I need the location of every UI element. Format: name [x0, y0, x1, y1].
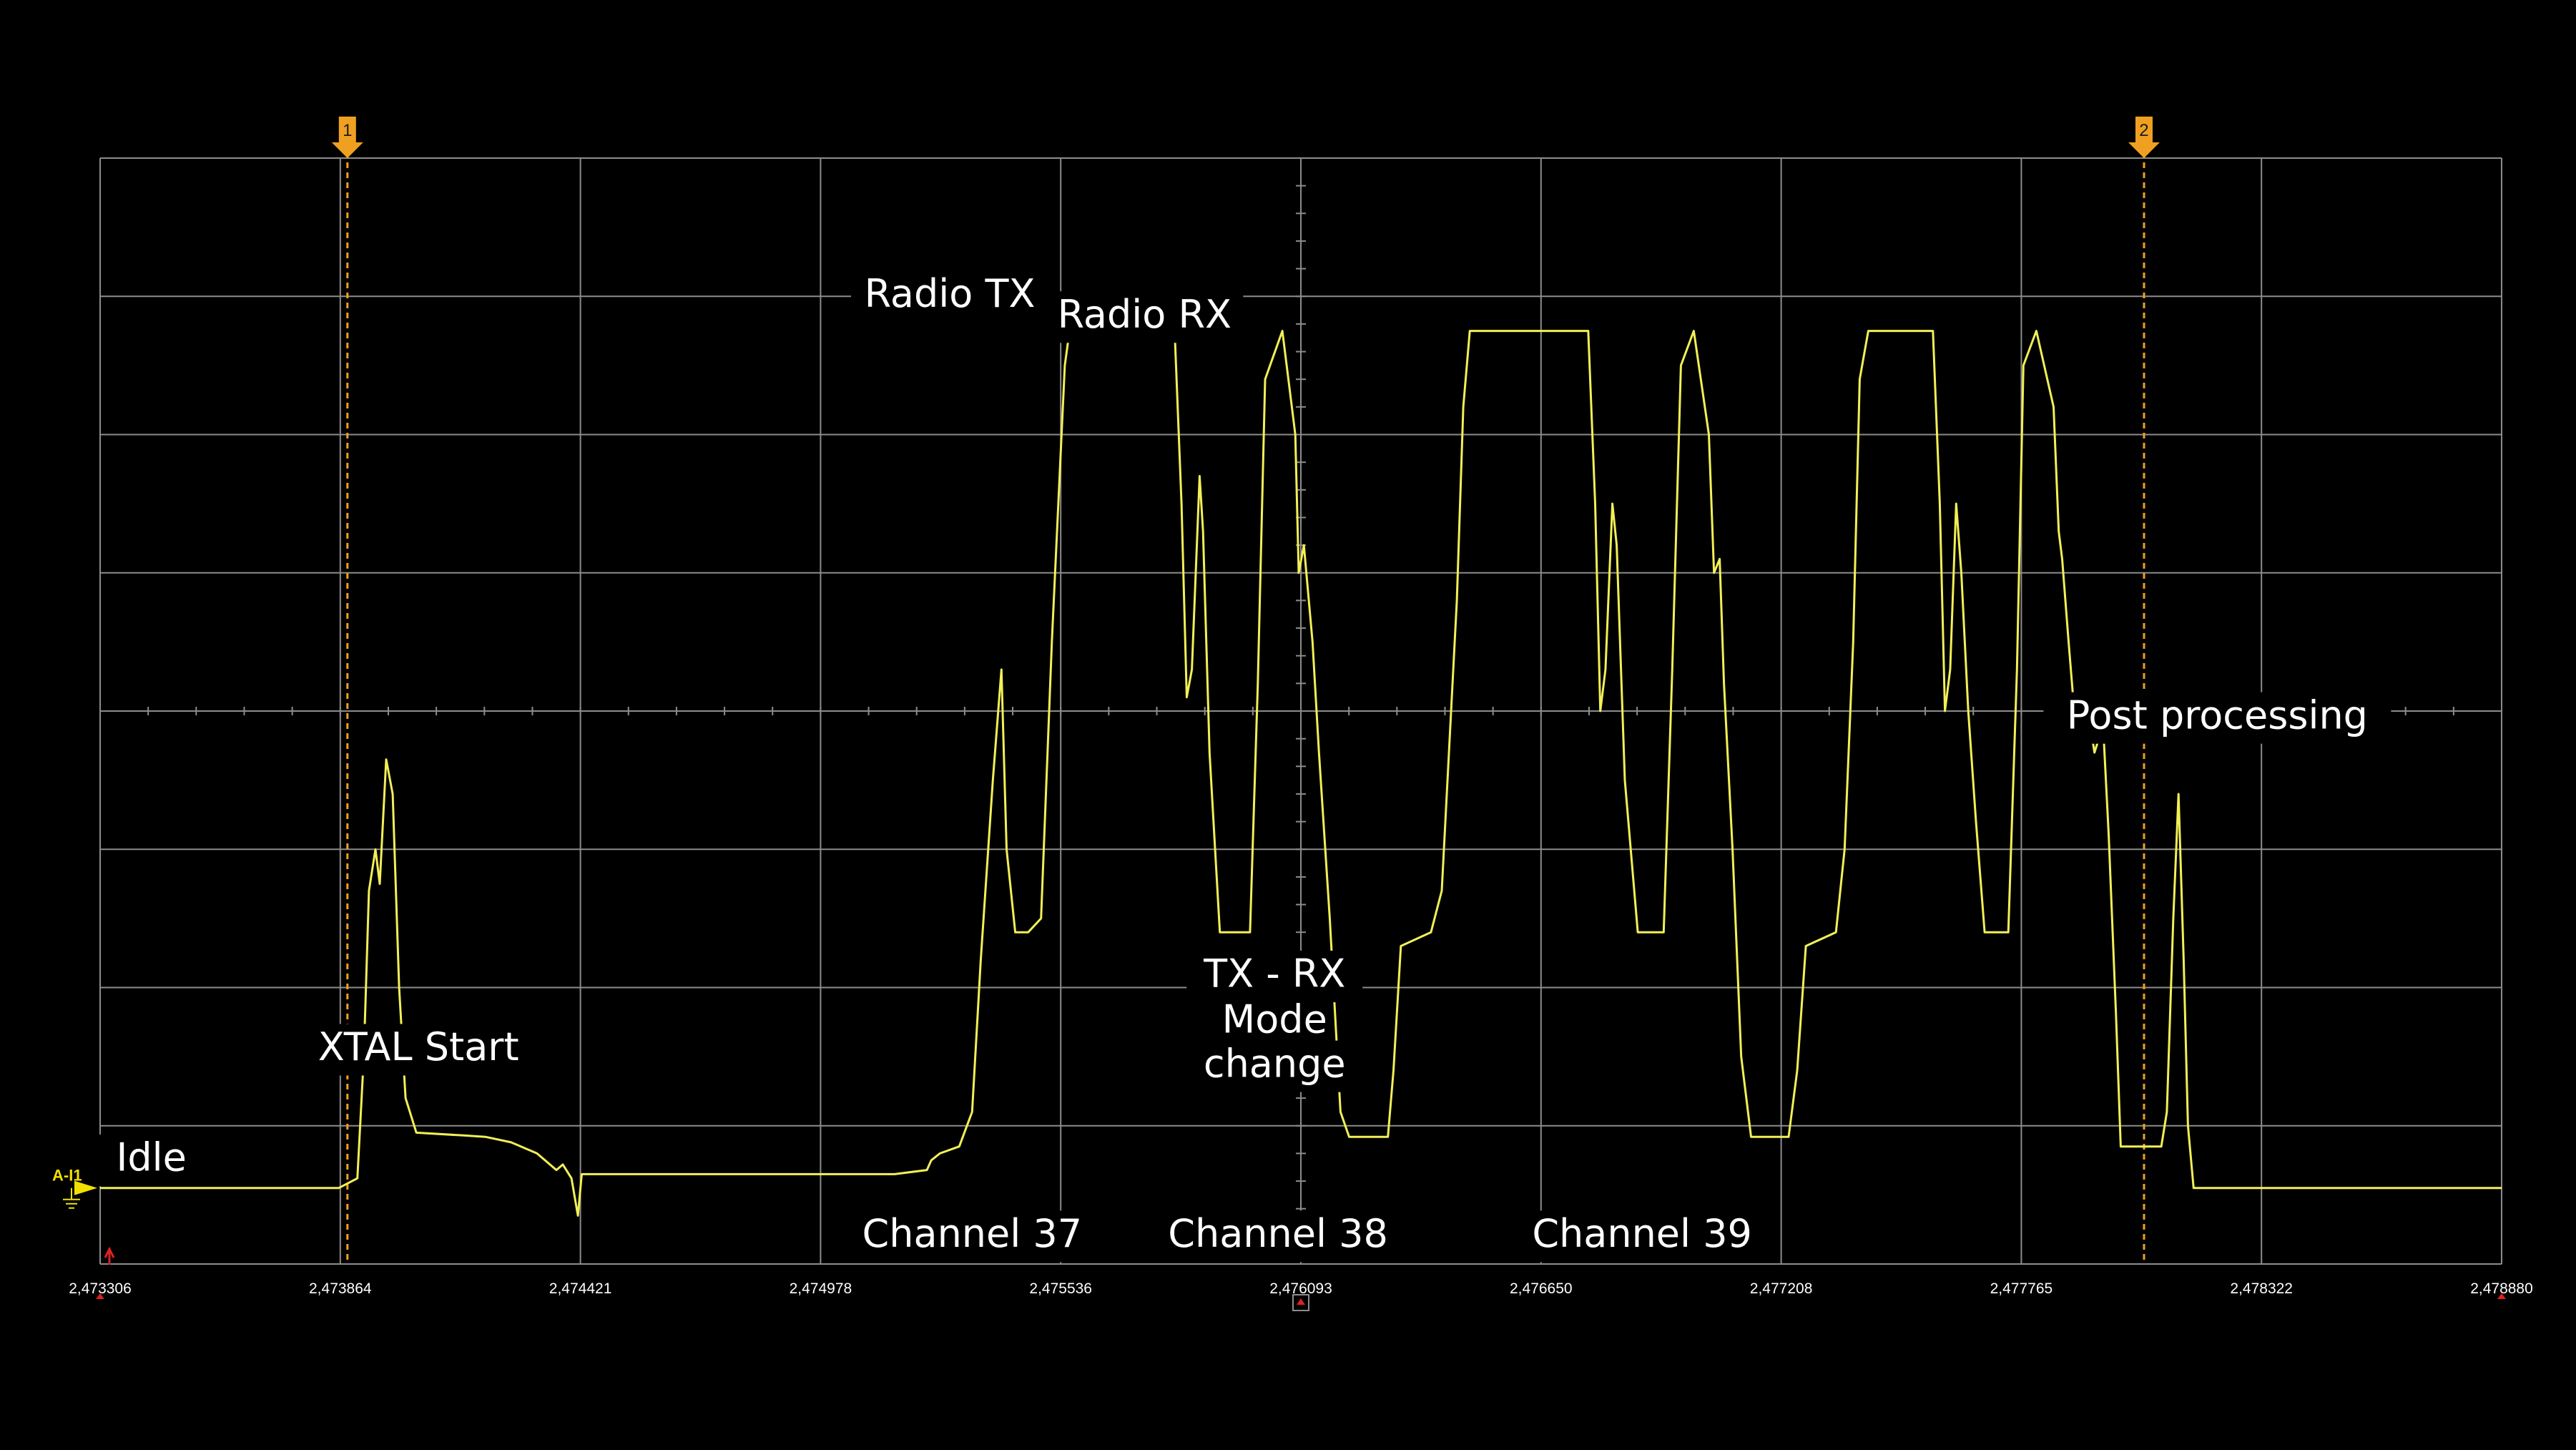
annotation-backdrop — [95, 1135, 207, 1187]
annotation-label: Radio RX — [1058, 292, 1232, 337]
x-tick-label: 2,475536 — [1029, 1280, 1092, 1297]
x-tick-label: 2,477765 — [1990, 1280, 2053, 1297]
annotation-backdrop — [1158, 1210, 1399, 1263]
annotations: Idle XTAL Start Radio TX Radio RX TX - RXMod… — [95, 270, 2391, 1263]
cursor-flag — [2135, 117, 2153, 142]
right-edge-marker-icon — [2497, 1293, 2506, 1299]
annotation-backdrop — [298, 1024, 539, 1076]
x-tick-label: 2,473306 — [69, 1280, 132, 1297]
x-tick-label: 2,474421 — [549, 1280, 612, 1297]
annotation-label: Post processing — [2067, 692, 2368, 738]
annotation-backdrop — [852, 1210, 1093, 1263]
annotation-label: XTAL Start — [318, 1024, 519, 1069]
cursor-label: 1 — [343, 121, 352, 140]
annotation-backdrop — [851, 270, 1049, 323]
annotation-label: Channel 39 — [1532, 1211, 1752, 1256]
annotation-label: TX - RX — [1203, 951, 1345, 996]
center-marker-arrow-icon — [1297, 1298, 1305, 1305]
x-tick-label: 2,474978 — [790, 1280, 852, 1297]
current-trace — [100, 330, 2502, 1217]
x-tick-label: 2,473864 — [309, 1280, 372, 1297]
annotation-label: Idle — [116, 1135, 186, 1180]
cursor-flag — [338, 117, 356, 142]
annotation-label: Mode — [1222, 996, 1327, 1042]
trigger-icon — [104, 1246, 115, 1265]
annotation-backdrop — [1186, 951, 1363, 1003]
x-tick-label: 2,476650 — [1510, 1280, 1573, 1297]
annotation-backdrop — [1219, 996, 1331, 1048]
cursor-label: 2 — [2139, 121, 2148, 140]
annotation-label: Channel 37 — [862, 1211, 1083, 1256]
annotation-label: Radio TX — [865, 271, 1036, 316]
x-tick-label: 2,477208 — [1750, 1280, 1813, 1297]
annotation-label: change — [1204, 1041, 1346, 1086]
annotation-label: Channel 38 — [1168, 1211, 1388, 1256]
channel-marker[interactable]: A-I1 — [52, 1167, 97, 1209]
channel-arrow — [74, 1180, 97, 1195]
ground-icon — [63, 1187, 80, 1209]
annotation-backdrop — [1197, 1040, 1352, 1092]
x-tick-label: 2,478880 — [2470, 1280, 2533, 1297]
annotation-backdrop — [1522, 1210, 1763, 1263]
edge-markers — [96, 1246, 2506, 1311]
annotation-backdrop — [2043, 692, 2391, 744]
annotation-backdrop — [1046, 291, 1244, 343]
x-tick-label: 2,476093 — [1269, 1280, 1332, 1297]
center-marker-icon — [1292, 1294, 1309, 1311]
channel-label: A-I1 — [52, 1167, 82, 1185]
left-edge-marker-icon — [96, 1293, 104, 1299]
x-tick-labels: 2,473306 2,473864 2,474421 2,474978 2,475536… — [69, 1280, 2533, 1297]
x-tick-label: 2,478322 — [2230, 1280, 2293, 1297]
cursor-arrow — [331, 142, 363, 158]
cursor-arrow — [2128, 142, 2160, 158]
